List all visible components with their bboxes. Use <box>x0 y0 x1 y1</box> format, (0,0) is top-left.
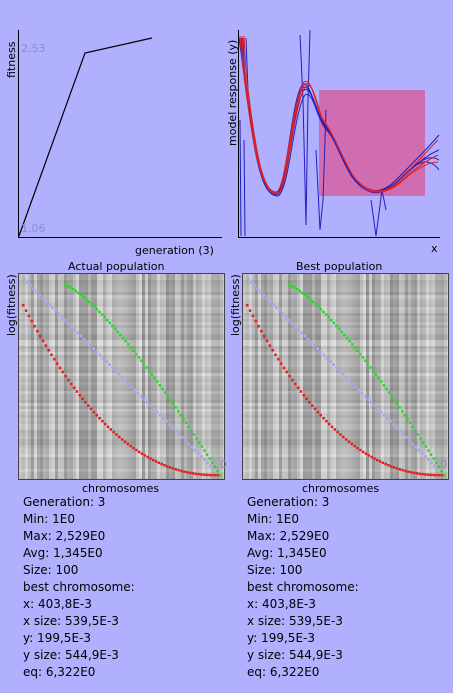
fitness-ymax-tick: 2,53 <box>21 42 46 55</box>
stat-x-size: x size: 539,5E-3 <box>247 614 343 628</box>
model-response-canvas <box>238 29 440 238</box>
fitness-curve <box>18 37 153 237</box>
actual-population-panel: Actual population log(fitness) 0 chromos… <box>0 258 228 495</box>
stat-max: Max: 2,529E0 <box>247 529 330 543</box>
best-population-panel: Best population log(fitness) 0 chromosom… <box>226 258 453 495</box>
best-population-heatmap <box>242 273 449 480</box>
actual-zero-tick: 0 <box>220 458 227 471</box>
stat-x: x: 403,8E-3 <box>247 597 316 611</box>
stat-best-header: best chromosome: <box>247 580 359 594</box>
stat-avg: Avg: 1,345E0 <box>23 546 103 560</box>
actual-stats: Generation: 3 Min: 1E0 Max: 2,529E0 Avg:… <box>23 494 135 681</box>
model-response-plot: model response (y) x <box>226 0 453 260</box>
stat-size: Size: 100 <box>247 563 303 577</box>
x-axis-label: x <box>431 242 438 255</box>
stat-eq: eq: 6,322E0 <box>23 665 96 679</box>
actual-chromosomes-label: chromosomes <box>82 482 160 495</box>
stat-x: x: 403,8E-3 <box>23 597 92 611</box>
fitness-plot-canvas <box>18 30 222 238</box>
stat-min: Min: 1E0 <box>247 512 300 526</box>
actual-population-heatmap <box>18 273 225 480</box>
stat-y: y: 199,5E-3 <box>247 631 315 645</box>
stat-size: Size: 100 <box>23 563 79 577</box>
best-chromosomes-label: chromosomes <box>302 482 380 495</box>
stat-eq: eq: 6,322E0 <box>247 665 320 679</box>
fitness-plot: fitness 2,53 1,06 generation (3) <box>0 0 225 260</box>
best-zero-tick: 0 <box>440 458 447 471</box>
best-logfitness-label: log(fitness) <box>229 274 242 336</box>
stat-y-size: y size: 544,9E-3 <box>23 648 119 662</box>
fitness-ymin-tick: 1,06 <box>21 222 46 235</box>
stat-max: Max: 2,529E0 <box>23 529 106 543</box>
actual-population-title: Actual population <box>68 260 165 273</box>
stat-x-size: x size: 539,5E-3 <box>23 614 119 628</box>
stat-best-header: best chromosome: <box>23 580 135 594</box>
best-population-title: Best population <box>296 260 383 273</box>
stat-avg: Avg: 1,345E0 <box>247 546 327 560</box>
stat-generation: Generation: 3 <box>247 495 330 509</box>
generation-axis-label: generation (3) <box>135 244 214 257</box>
best-stats: Generation: 3 Min: 1E0 Max: 2,529E0 Avg:… <box>247 494 359 681</box>
actual-logfitness-label: log(fitness) <box>5 274 18 336</box>
stat-y-size: y size: 544,9E-3 <box>247 648 343 662</box>
stat-min: Min: 1E0 <box>23 512 76 526</box>
stat-generation: Generation: 3 <box>23 495 106 509</box>
stat-y: y: 199,5E-3 <box>23 631 91 645</box>
